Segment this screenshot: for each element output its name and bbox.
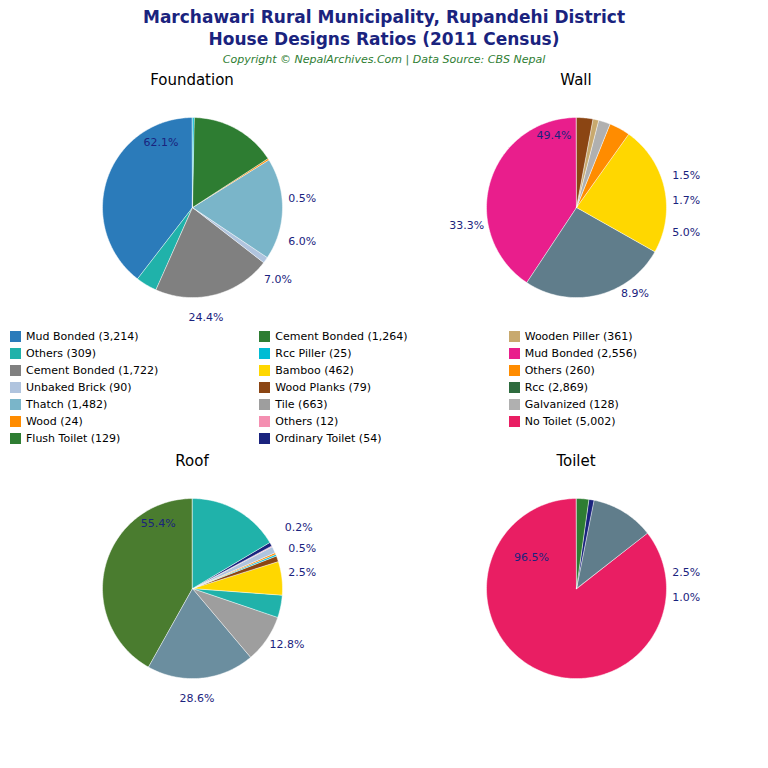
html-text:Bamboo (462): Bamboo (462) [275, 364, 354, 378]
svg-text:1.0%: 1.0% [672, 591, 700, 604]
html-text:Wall: Wall [560, 71, 592, 89]
svg-text:2.5%: 2.5% [288, 566, 316, 579]
svg-text:0.5%: 0.5% [288, 192, 316, 205]
svg-text:6.0%: 6.0% [288, 235, 316, 248]
svg-text:1.5%: 1.5% [672, 169, 700, 182]
html-text:Roof: Roof [175, 452, 209, 471]
html-text:Wooden Piller (361): Wooden Piller (361) [524, 330, 633, 344]
html-text:Wood (24): Wood (24) [26, 415, 83, 429]
html-text:Toilet: Toilet [556, 452, 596, 471]
svg-text:7.0%: 7.0% [264, 273, 292, 286]
svg-text:49.4%: 49.4% [537, 129, 572, 142]
html-text:Thatch (1,482): Thatch (1,482) [26, 398, 108, 412]
svg-text:62.1%: 62.1% [144, 136, 179, 149]
svg-text:55.4%: 55.4% [141, 517, 176, 530]
html-text:Unbaked Brick (90): Unbaked Brick (90) [26, 381, 132, 395]
svg-text:12.8%: 12.8% [270, 638, 305, 651]
svg-text:5.0%: 5.0% [672, 226, 700, 239]
html-text:Mud Bonded (2,556): Mud Bonded (2,556) [524, 347, 638, 361]
svg-text:96.5%: 96.5% [514, 551, 549, 564]
html-text:Galvanized (128): Galvanized (128) [524, 398, 619, 412]
html-text:Others (12): Others (12) [275, 415, 339, 429]
svg-text:33.3%: 33.3% [449, 219, 484, 232]
svg-text:1.7%: 1.7% [672, 194, 700, 207]
html-text:Copyright © NepalArchives.Com: Copyright © NepalArchives.Com | Data Sou… [222, 53, 546, 66]
html-text:Cement Bonded (1,722): Cement Bonded (1,722) [26, 364, 159, 378]
svg-text:28.6%: 28.6% [180, 692, 215, 705]
html-text:Others (309): Others (309) [26, 347, 96, 361]
html-text:Flush Toilet (129): Flush Toilet (129) [26, 432, 121, 446]
html-text:Others (260): Others (260) [524, 364, 595, 378]
html-text:Rcc (2,869): Rcc (2,869) [524, 381, 588, 395]
svg-text:8.9%: 8.9% [621, 287, 649, 300]
svg-text:0.5%: 0.5% [288, 543, 316, 556]
html-text:No Toilet (5,002): No Toilet (5,002) [524, 415, 616, 429]
svg-text:24.4%: 24.4% [189, 311, 224, 324]
html-text:Rcc Piller (25): Rcc Piller (25) [275, 347, 352, 361]
html-text:Marchawari Rural Municipality,: Marchawari Rural Municipality, Rupandehi… [143, 7, 625, 27]
html-text:Wood Planks (79): Wood Planks (79) [275, 381, 372, 395]
svg-text:2.5%: 2.5% [672, 566, 700, 579]
html-text:House Designs Ratios (2011 Cen: House Designs Ratios (2011 Census) [208, 29, 560, 49]
html-text:Mud Bonded (3,214): Mud Bonded (3,214) [26, 330, 139, 344]
svg-text:0.2%: 0.2% [285, 521, 313, 534]
html-text:Cement Bonded (1,264): Cement Bonded (1,264) [275, 330, 408, 344]
html-text:Ordinary Toilet (54): Ordinary Toilet (54) [275, 432, 382, 446]
html-text:Foundation: Foundation [150, 71, 234, 89]
html-text:Tile (663): Tile (663) [275, 398, 328, 412]
